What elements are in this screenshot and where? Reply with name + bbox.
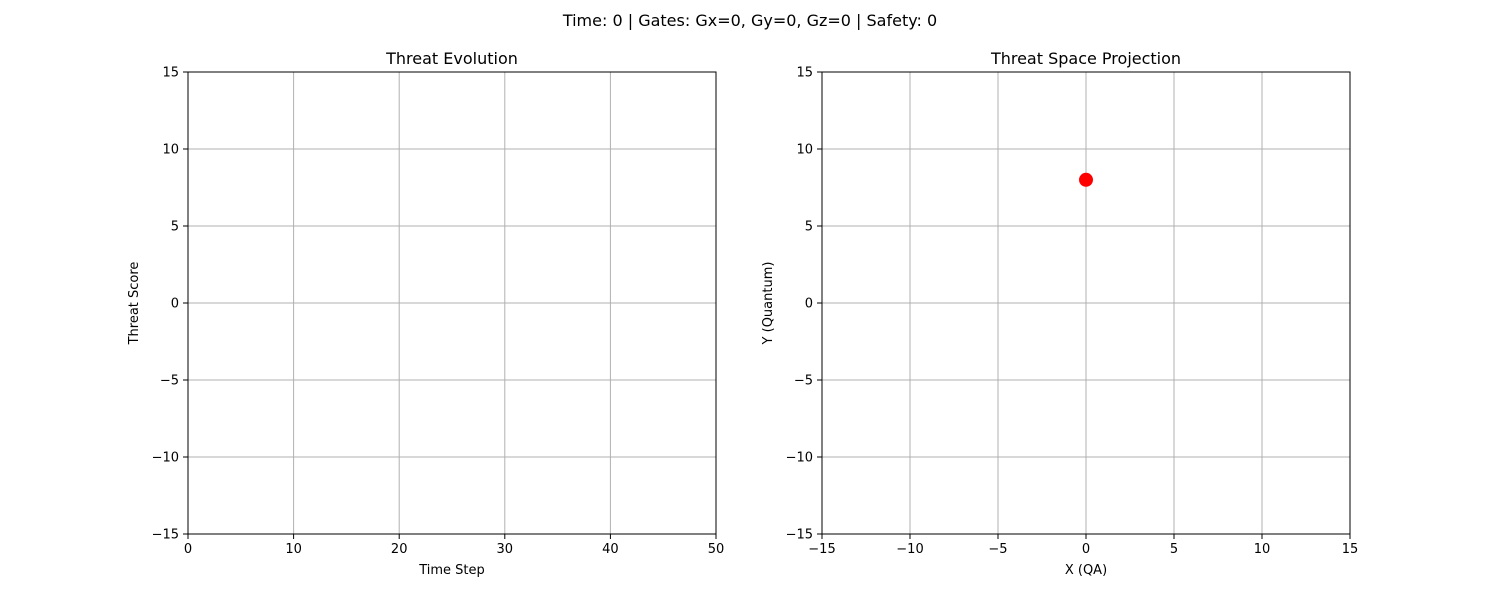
- x-tick-label: 5: [1170, 542, 1178, 557]
- y-tick-label: −5: [794, 374, 813, 389]
- y-tick-label: −15: [152, 528, 179, 543]
- x-axis-label: X (QA): [1065, 563, 1107, 578]
- x-tick-label: 15: [1342, 542, 1359, 557]
- y-tick-label: −10: [152, 451, 179, 466]
- x-tick-label: 40: [602, 542, 619, 557]
- y-tick-label: −10: [786, 451, 813, 466]
- y-axis-label: Threat Score: [127, 262, 142, 346]
- y-tick-label: 0: [805, 297, 813, 312]
- y-tick-label: 5: [805, 220, 813, 235]
- data-point: [1079, 172, 1093, 187]
- axes-title: Threat Space Projection: [990, 49, 1181, 68]
- x-tick-label: 20: [391, 542, 408, 557]
- x-tick-label: 50: [708, 542, 725, 557]
- y-tick-label: 15: [162, 66, 179, 81]
- y-tick-label: −5: [160, 374, 179, 389]
- x-tick-label: 0: [184, 542, 192, 557]
- y-tick-label: 15: [796, 66, 813, 81]
- x-tick-label: −10: [896, 542, 923, 557]
- x-tick-label: 10: [285, 542, 302, 557]
- y-axis-label: Y (Quantum): [761, 262, 776, 346]
- x-axis-label: Time Step: [418, 563, 485, 578]
- x-tick-label: 0: [1082, 542, 1090, 557]
- x-tick-label: 10: [1254, 542, 1271, 557]
- y-tick-label: 0: [171, 297, 179, 312]
- y-tick-label: 10: [796, 143, 813, 158]
- y-tick-label: −15: [786, 528, 813, 543]
- y-tick-label: 10: [162, 143, 179, 158]
- x-tick-label: 30: [497, 542, 514, 557]
- threat-space-projection-axes: −15 −10 −5 0 5 10 15 −15 −10 −5 0 5 10 15 Threat Space…: [761, 49, 1358, 578]
- figure-suptitle: Time: 0 | Gates: Gx=0, Gy=0, Gz=0 | Safe…: [562, 11, 937, 30]
- x-tick-label: −5: [988, 542, 1007, 557]
- threat-evolution-axes: 0 10 20 30 40 50 −15 −10 −5 0 5 10 15 Threat Evolutio…: [127, 49, 724, 578]
- y-tick-label: 5: [171, 220, 179, 235]
- x-tick-label: −15: [808, 542, 835, 557]
- axes-title: Threat Evolution: [385, 49, 518, 68]
